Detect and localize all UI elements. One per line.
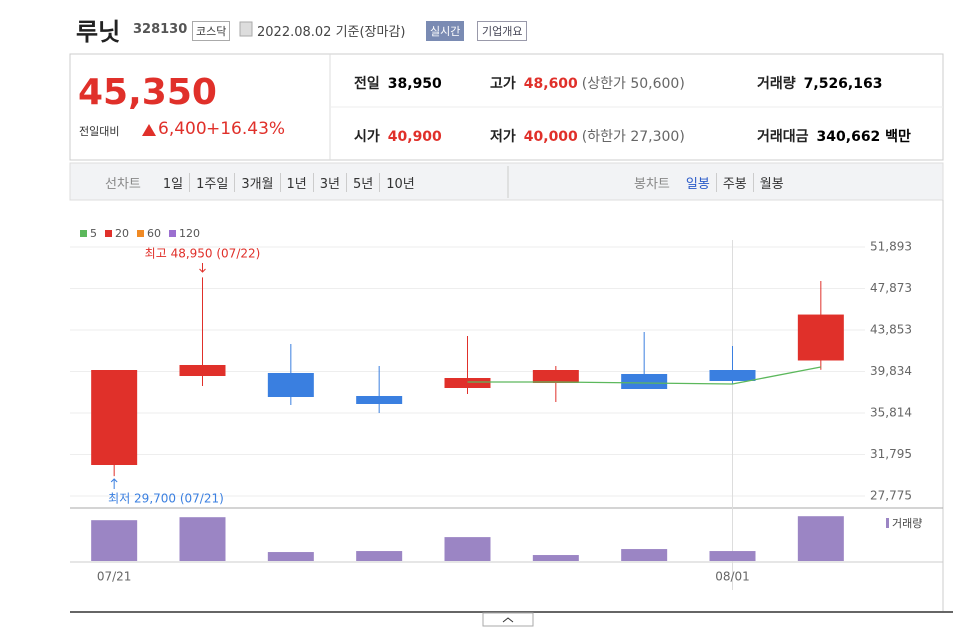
summary-cell: 저가 40,000 (하한가 27,300): [490, 126, 685, 146]
volume-bar: [709, 551, 756, 561]
candle-body: [179, 364, 226, 377]
collapse-button[interactable]: [482, 612, 534, 627]
tab[interactable]: 주봉: [715, 173, 753, 192]
summary-value: 340,662 백만: [816, 129, 911, 145]
tab[interactable]: 일봉: [685, 177, 710, 192]
tab[interactable]: 10년: [379, 173, 421, 192]
summary-value: 38,950: [387, 76, 442, 92]
legend-label: 5: [90, 227, 97, 240]
volume-legend-swatch: [886, 518, 889, 528]
y-tick-label: 27,775: [870, 489, 912, 503]
tab[interactable]: 3년: [312, 173, 346, 192]
summary-label: 고가: [490, 76, 516, 92]
line-tabs: 선차트 1일 1주일 3개월 1년 3년 5년 10년: [105, 173, 421, 192]
candle-body: [709, 370, 756, 381]
volume-bar: [179, 517, 226, 561]
summary-label: 거래대금: [757, 129, 809, 145]
tab[interactable]: 1주일: [189, 173, 234, 192]
tab[interactable]: 3개월: [234, 173, 279, 192]
summary-value: 48,600: [523, 76, 578, 92]
legend-swatch: [105, 230, 112, 237]
volume-bar: [797, 516, 844, 561]
overview[interactable]: 기업개요: [477, 21, 528, 41]
realtime[interactable]: 실시간: [426, 21, 465, 41]
tab-label: 선차트: [105, 177, 141, 192]
summary-cell: 고가 48,600 (상한가 50,600): [490, 73, 685, 93]
volume-bar: [91, 520, 138, 561]
candle-body: [444, 378, 491, 388]
candle-body: [267, 372, 314, 398]
y-tick-label: 43,853: [870, 323, 912, 337]
volume-legend: 거래량: [892, 517, 922, 530]
summary-label: 시가: [354, 129, 380, 145]
summary-value: 40,900: [387, 129, 442, 145]
volume-bar: [267, 552, 314, 561]
change-label: 전일대비: [79, 125, 120, 138]
candle-body: [356, 395, 403, 405]
change: 6,400: [158, 119, 207, 139]
market: 코스닥: [192, 21, 231, 41]
y-tick-label: 51,893: [870, 240, 912, 254]
candle-body: [532, 370, 579, 384]
annotation-arrow: [199, 263, 206, 273]
change-rate: +16.43%: [206, 119, 286, 139]
annotation-low: 최저 29,700 (07/21): [108, 492, 224, 506]
tab[interactable]: 5년: [346, 173, 379, 192]
y-tick-label: 31,795: [870, 447, 912, 461]
volume-bar: [356, 551, 403, 561]
x-tick-label: 07/21: [97, 570, 132, 584]
tab[interactable]: 1일: [162, 177, 184, 192]
ma-line: [467, 366, 821, 385]
candle-tabs: 봉차트 일봉 주봉 월봉: [634, 173, 790, 192]
summary-limit: (상한가 50,600): [581, 76, 685, 92]
stock-name: 루닛: [76, 18, 121, 46]
tab[interactable]: 1년: [279, 173, 313, 192]
legend-label: 60: [147, 227, 161, 240]
legend-swatch: [169, 230, 176, 237]
summary-value: 7,526,163: [803, 76, 883, 92]
legend-swatch: [80, 230, 87, 237]
candle-body: [621, 373, 668, 389]
stock-code: 328130: [133, 22, 188, 37]
date: 2022.08.02 기준(장마감): [257, 25, 406, 40]
volume-bar: [444, 537, 491, 561]
legend-label: 20: [115, 227, 129, 240]
summary-cell: 시가 40,900: [354, 126, 442, 146]
y-tick-label: 35,814: [870, 406, 912, 420]
candle-body: [797, 314, 844, 361]
summary-cell: 거래량 7,526,163: [757, 73, 882, 93]
legend-label: 120: [179, 227, 200, 240]
tab[interactable]: 월봉: [752, 173, 790, 192]
legend-swatch: [137, 230, 144, 237]
volume-bar: [621, 549, 668, 561]
summary-limit: (하한가 27,300): [581, 129, 685, 145]
tab-label: 봉차트: [634, 177, 670, 192]
summary-label: 저가: [490, 129, 516, 145]
summary-label: 거래량: [757, 76, 796, 92]
summary-cell: 거래대금 340,662 백만: [757, 126, 911, 146]
candle-body: [91, 370, 138, 465]
volume-bar: [532, 555, 579, 561]
tab-bar: [69, 162, 944, 201]
summary-value: 40,000: [523, 129, 578, 145]
summary-cell: 전일 38,950: [354, 73, 442, 93]
summary-label: 전일: [354, 76, 380, 92]
up-icon: [142, 124, 156, 136]
x-tick-label: 08/01: [715, 570, 750, 584]
annotation-arrow: [110, 478, 118, 489]
annotation-high: 최고 48,950 (07/22): [145, 247, 261, 261]
y-tick-label: 39,834: [870, 364, 912, 378]
y-tick-label: 47,873: [870, 281, 912, 295]
current-price: 45,350: [78, 72, 217, 113]
